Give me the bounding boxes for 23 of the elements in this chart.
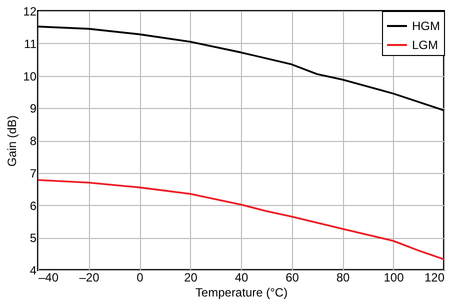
x-tick-label: 100 [384,270,404,284]
y-tick-label: 7 [30,166,37,180]
y-tick-label: 10 [23,69,37,84]
x-tick-label: 20 [184,270,198,284]
y-tick-label: 12 [23,4,37,18]
x-tick-label: –20 [79,270,100,284]
legend-label: HGM [412,19,440,33]
x-tick-label: 120 [424,270,445,284]
y-tick-label: 11 [24,36,37,51]
y-axis-title: Gain (dB) [5,115,20,167]
x-tick-label: 0 [136,270,144,284]
x-tick-label: 40 [234,270,248,284]
y-tick-label: 6 [30,198,37,213]
legend-label: LGM [412,38,438,52]
x-tick-label: 80 [336,270,350,284]
y-tick-label: 9 [30,102,37,116]
y-tick-label: 8 [30,134,37,148]
y-tick-label: 4 [30,264,37,278]
x-axis-title: Temperature (°C) [195,286,288,300]
y-tick-label: 5 [30,231,37,246]
x-tick-label: 60 [286,270,300,284]
line-series [37,179,445,260]
x-tick-label: –40 [38,270,59,284]
